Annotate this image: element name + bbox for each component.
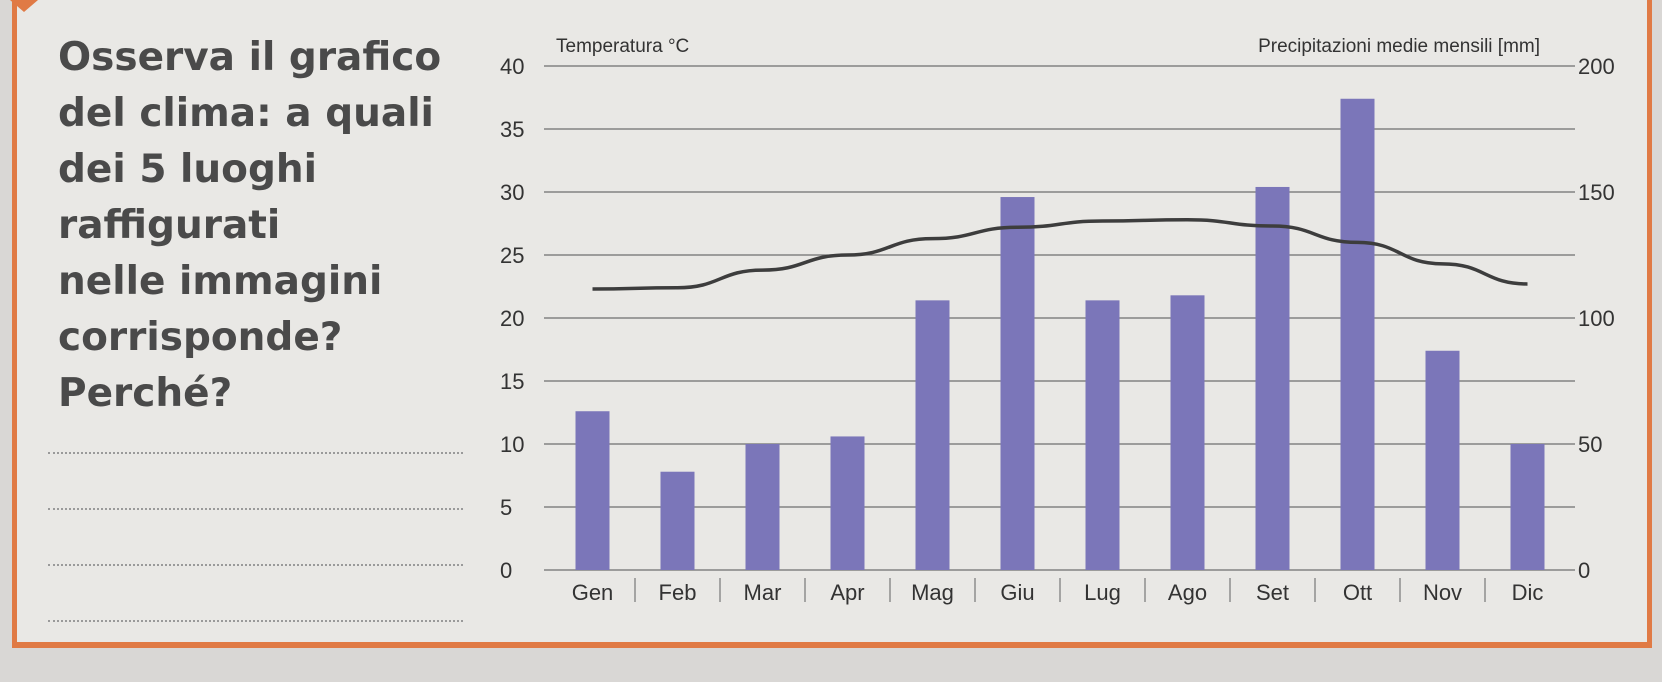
precipitation-bar [1340,98,1375,570]
left-tick-label: 35 [500,117,524,142]
month-label: Feb [659,580,697,605]
month-label: Gen [572,580,614,605]
question-line: Perché? [58,371,233,416]
precipitation-bar [575,411,610,570]
precipitation-bar [1255,186,1290,570]
corner-tab [10,0,38,12]
precipitation-bar [745,444,780,570]
month-label: Lug [1084,580,1121,605]
left-tick-label: 40 [500,54,524,79]
right-tick-label: 0 [1578,558,1590,583]
right-tick-label: 200 [1578,54,1615,79]
left-axis-ticks: 0 5 10 15 20 25 30 35 40 [500,54,524,583]
month-label: Mag [911,580,954,605]
left-tick-label: 10 [500,432,524,457]
month-axis: Gen Feb Mar Apr Mag Giu Lug Ago Set Ott Nov Dic [572,578,1544,605]
month-label: Nov [1423,580,1462,605]
right-tick-label: 50 [1578,432,1602,457]
month-label: Giu [1000,580,1034,605]
precipitation-bar [1510,444,1545,570]
precipitation-bar [1170,295,1205,570]
precipitation-bar [830,436,865,570]
left-tick-label: 25 [500,243,524,268]
question-line: del clima: a quali [58,91,434,136]
month-label: Dic [1512,580,1544,605]
month-label: Ago [1168,580,1207,605]
answer-line[interactable] [48,620,463,622]
left-axis-title: Temperatura °C [556,36,689,57]
left-tick-label: 30 [500,180,524,205]
temperature-line-group [592,217,1528,291]
precipitation-bar [915,300,950,570]
precipitation-bar [1085,300,1120,570]
left-tick-label: 20 [500,306,524,331]
precipitation-bars [575,98,1545,571]
month-label: Apr [830,580,864,605]
precipitation-bar [1000,197,1035,571]
question-text: Osserva il grafico del clima: a quali de… [58,30,478,422]
precipitation-bar [660,471,695,570]
month-label: Mar [744,580,782,605]
question-line: dei 5 luoghi [58,147,318,192]
month-label: Set [1256,580,1289,605]
question-line: Osserva il grafico [58,35,442,80]
left-tick-label: 0 [500,558,512,583]
answer-line[interactable] [48,452,463,454]
precipitation-bar [1425,350,1460,570]
right-axis-title: Precipitazioni medie mensili [mm] [1258,36,1540,57]
answer-line[interactable] [48,564,463,566]
right-axis-ticks: 0 50 100 150 200 [1578,54,1615,583]
temperature-line [592,217,1528,291]
answer-line[interactable] [48,508,463,510]
question-line: nelle immagini [58,259,383,304]
month-label: Ott [1343,580,1372,605]
left-tick-label: 15 [500,369,524,394]
right-tick-label: 100 [1578,306,1615,331]
right-tick-label: 150 [1578,180,1615,205]
question-line: corrisponde? [58,315,343,360]
left-tick-label: 5 [500,495,512,520]
gridlines [544,65,1575,571]
question-line: raffigurati [58,203,281,248]
